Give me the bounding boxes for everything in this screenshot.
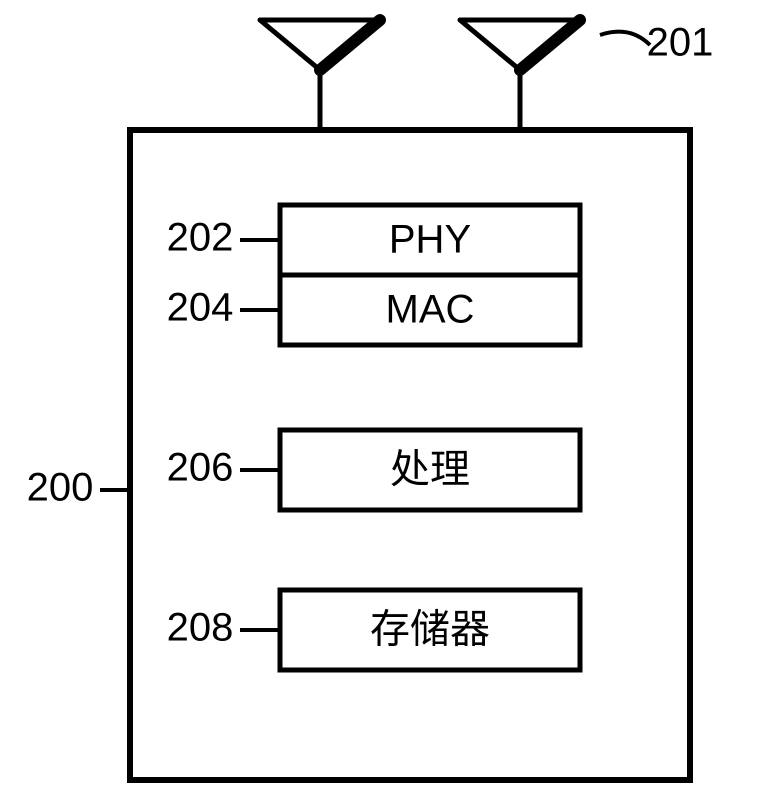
device-ref-label: 200	[27, 466, 94, 510]
mem-block: 存储器 208	[167, 590, 580, 670]
proc-label: 处理	[390, 448, 470, 492]
antenna-ref-label: 201	[647, 21, 714, 65]
device-block-diagram: 200 201 PHY 202 MAC 204 处理 206 存储器 208	[0, 0, 772, 806]
antenna-icon: 201	[460, 20, 713, 130]
mac-ref-label: 204	[167, 286, 234, 330]
mac-block: MAC 204	[167, 275, 580, 345]
phy-ref-label: 202	[167, 216, 234, 260]
antenna-ref-leader	[600, 32, 650, 45]
proc-ref-label: 206	[167, 446, 234, 490]
antenna-icon	[260, 20, 380, 130]
proc-block: 处理 206	[167, 430, 580, 510]
phy-block: PHY 202	[167, 205, 580, 275]
mem-ref-label: 208	[167, 606, 234, 650]
mac-label: MAC	[386, 288, 475, 332]
mem-label: 存储器	[370, 608, 490, 652]
phy-label: PHY	[389, 218, 471, 262]
